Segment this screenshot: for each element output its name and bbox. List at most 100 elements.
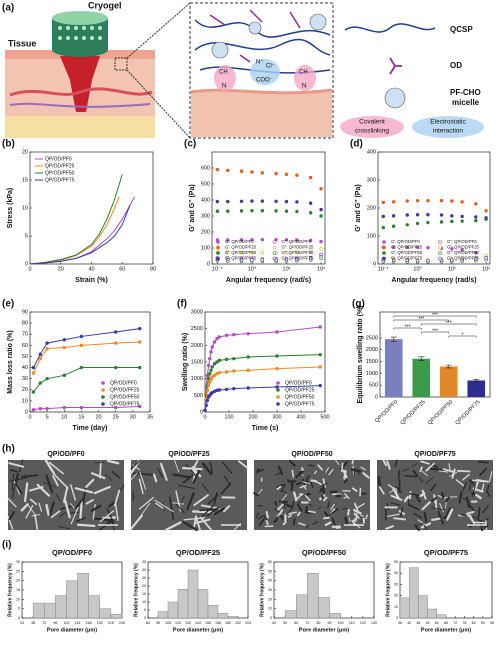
panel-label: (d) xyxy=(350,139,363,150)
point xyxy=(416,199,419,202)
legend-label: G'': QP/OD/PF25 xyxy=(282,245,315,250)
sem-texture xyxy=(348,510,349,515)
image-title: QP/OD/PF0 xyxy=(47,451,84,458)
histogram-bar xyxy=(400,598,409,618)
point xyxy=(440,199,443,202)
y-tick-label: 600 xyxy=(201,165,210,171)
point xyxy=(138,341,141,344)
x-tick-label: 192 xyxy=(235,621,241,625)
legend-label: G': QP/OD/PF0 xyxy=(391,239,420,244)
sem-texture xyxy=(394,518,405,519)
point xyxy=(225,334,228,337)
y-tick-label: 5 xyxy=(25,233,28,239)
y-axis-label: Relative frequency (%) xyxy=(7,563,13,617)
point xyxy=(218,371,221,374)
point xyxy=(285,200,288,203)
legend-label: G'': QP/OD/PF25 xyxy=(447,245,480,250)
point xyxy=(39,382,42,385)
sem-texture xyxy=(379,477,380,485)
legend-label: QP/OD/PF75 xyxy=(285,401,315,407)
x-tick-label: 96 xyxy=(53,621,57,625)
x-tick-label: QP/OD/PF25 xyxy=(400,399,427,426)
x-tick-label: 15 xyxy=(78,414,84,420)
x-tick-label: 132 xyxy=(185,621,191,625)
x-tick-label: 80 xyxy=(150,266,156,272)
point xyxy=(210,369,213,372)
y-tick-label: 0 xyxy=(270,616,272,620)
y-tick-label: 30 xyxy=(268,588,272,592)
x-tick-label: 156 xyxy=(205,621,211,625)
series-line xyxy=(33,342,139,373)
y-tick-label: 50 xyxy=(394,560,398,564)
legend-label: QP/OD/PF75 xyxy=(110,401,140,407)
micelle-icon xyxy=(385,88,405,108)
schematic: (a) Cryogel Tissue CH N N⁺ Cl⁻ COO⁻ CH N… xyxy=(2,0,484,138)
legend-swatch xyxy=(277,396,280,399)
sem-texture xyxy=(193,511,213,512)
point xyxy=(320,247,323,250)
sem-texture xyxy=(331,492,336,493)
y-tick-label: 80 xyxy=(22,321,28,327)
legend-label: Covalent xyxy=(359,119,385,126)
point xyxy=(205,404,208,407)
panel-label: (a) xyxy=(2,3,14,14)
x-tick-label: 144 xyxy=(75,621,81,625)
legend-label: G'': QP/OD/PF0 xyxy=(447,239,477,244)
y-tick-label: 20 xyxy=(394,594,398,598)
y-tick-label: 2000 xyxy=(366,347,378,353)
x-tick-label: 42 xyxy=(407,621,411,625)
point xyxy=(247,332,250,335)
legend-label: G': QP/OD/PF0 xyxy=(225,239,254,244)
point xyxy=(216,200,219,203)
y-tick-label: 35 xyxy=(142,560,146,564)
y-axis-label: Equilibrium swelling ratio (%) xyxy=(357,305,364,403)
x-tick-label: 50 xyxy=(283,621,287,625)
y-tick-label: 15 xyxy=(142,592,146,596)
point xyxy=(247,387,250,390)
point xyxy=(285,173,288,176)
point xyxy=(232,333,235,336)
y-axis-label: Relative frequency (%) xyxy=(385,563,391,617)
y-tick-label: 15 xyxy=(22,177,28,183)
legend-label: QP/OD/PF25 xyxy=(45,163,75,169)
chem-label: N⁺ xyxy=(256,59,264,66)
series-line xyxy=(30,205,130,264)
point xyxy=(80,366,83,369)
y-tick-label: 200 xyxy=(367,205,376,211)
legend-swatch xyxy=(277,403,280,406)
significance-label: *** xyxy=(432,313,438,319)
legend-label: QP/OD/PF0 xyxy=(110,380,137,386)
legend-label: G': QP/OD/PF75 xyxy=(225,256,257,261)
y-tick-label: 5 xyxy=(144,608,146,612)
x-tick-label: 36 xyxy=(398,621,402,625)
sem-texture xyxy=(458,471,470,472)
histogram-bar xyxy=(418,596,427,618)
x-tick-label: 60 xyxy=(435,621,439,625)
legend-label: QP/OD/PF75 xyxy=(45,177,75,183)
legend-swatch xyxy=(217,257,220,260)
y-tick-label: 1500 xyxy=(191,359,203,365)
point xyxy=(232,370,235,373)
cryogel-base xyxy=(52,43,108,57)
point xyxy=(39,357,42,360)
point xyxy=(32,366,35,369)
x-tick-label: 35 xyxy=(147,414,153,420)
x-tick-label: 10¹ xyxy=(448,266,456,272)
series-line xyxy=(30,174,122,264)
legend-label: interaction xyxy=(433,128,463,135)
sem-texture xyxy=(408,500,409,506)
chem-label: N xyxy=(222,84,226,90)
x-tick-label: 60 xyxy=(294,621,298,625)
sem-texture xyxy=(399,471,400,478)
legend-swatch xyxy=(383,252,386,255)
point xyxy=(319,384,322,387)
legend-swatch xyxy=(439,257,442,260)
y-tick-label: 100 xyxy=(367,233,376,239)
x-tick-label: 0 xyxy=(28,266,31,272)
x-tick-label: 72 xyxy=(453,621,457,625)
point xyxy=(247,369,250,372)
bar xyxy=(467,380,485,397)
y-tick-label: 1000 xyxy=(366,371,378,377)
x-tick-label: 40 xyxy=(272,621,276,625)
